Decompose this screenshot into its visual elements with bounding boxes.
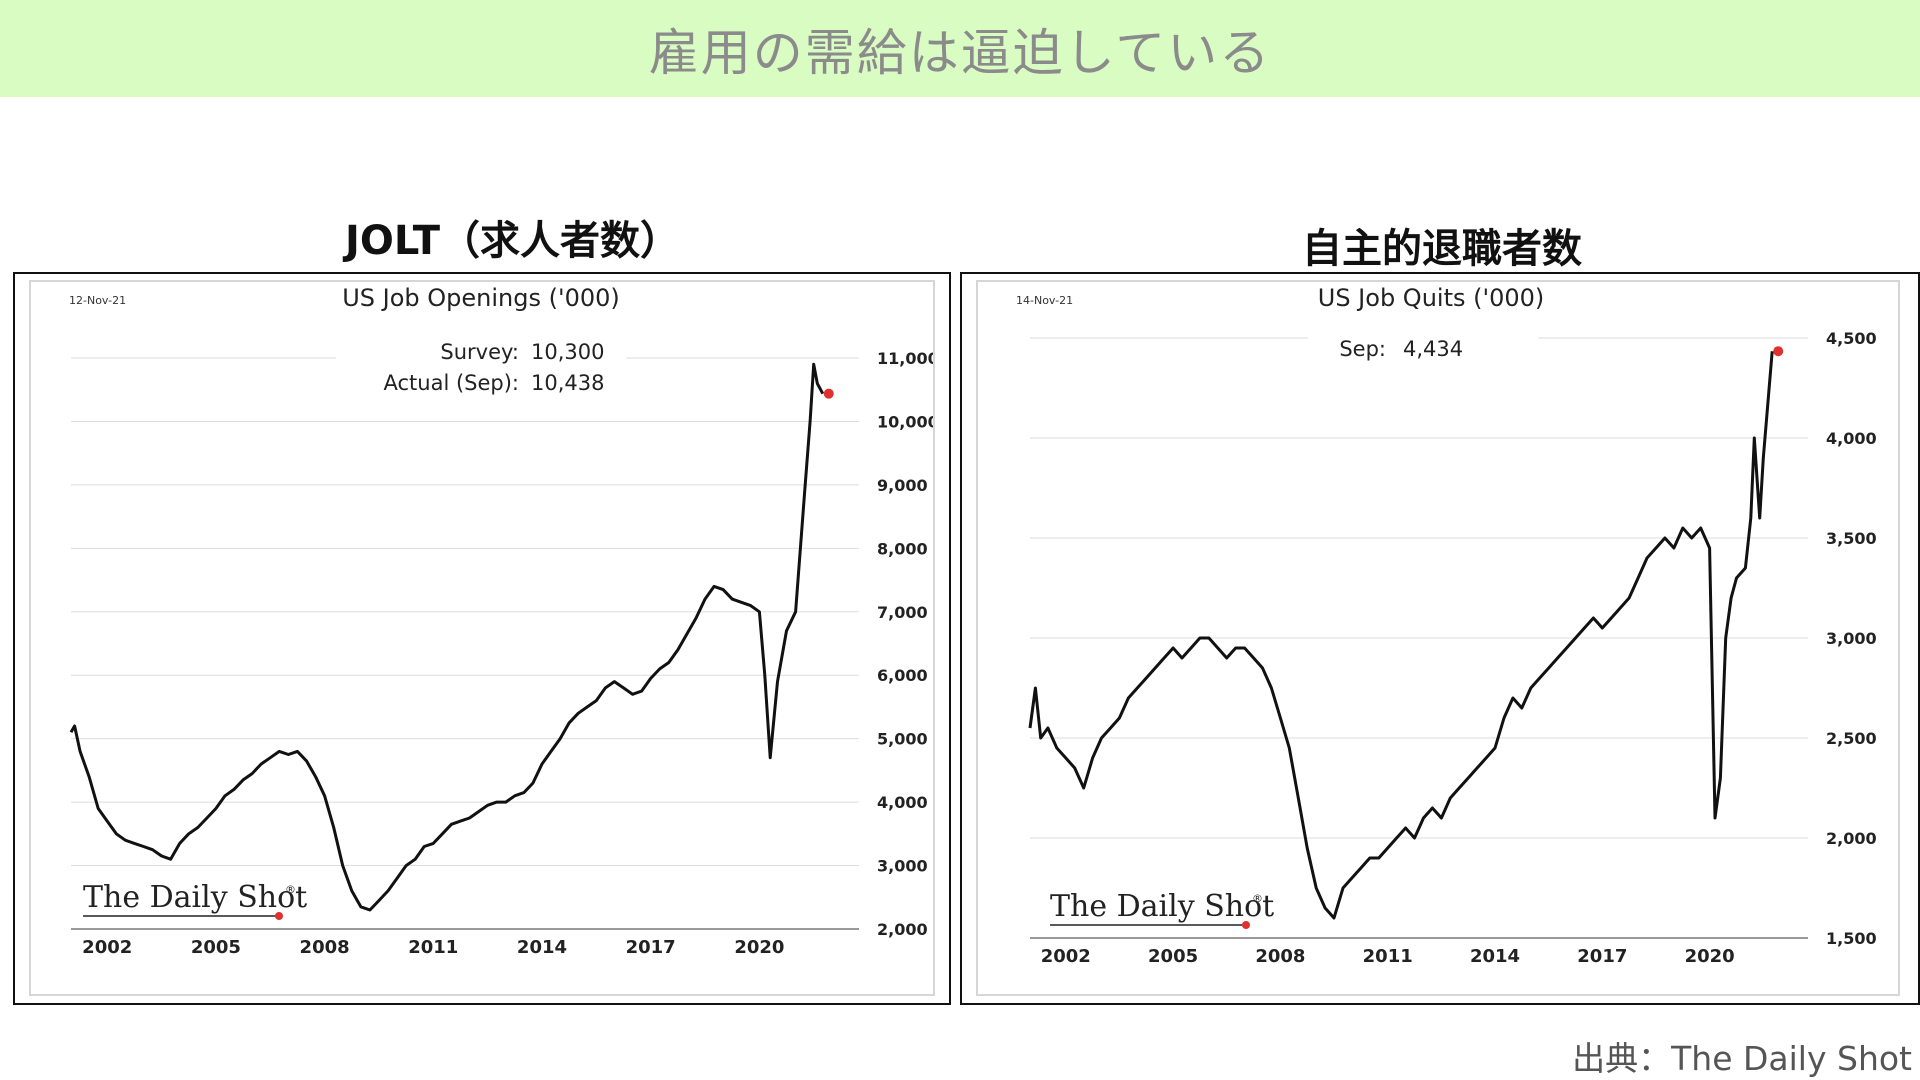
y-tick-label: 2,000 [877,920,928,939]
x-tick-label: 2002 [1041,946,1091,967]
x-tick-label: 2014 [517,937,567,958]
chart-job-quits: 1,500 2,000 2,500 3,000 3,500 4,000 4,500 2002 2… [976,280,1900,996]
latest-point-marker [1773,346,1784,357]
actual-label: Actual (Sep): [383,371,519,395]
x-tick-label: 2008 [1255,946,1305,967]
series-line [69,362,825,912]
x-tick-label: 2002 [82,937,132,958]
y-tick-label: 8,000 [877,539,928,558]
latest-point-marker [823,388,834,399]
x-tick-label: 2014 [1470,946,1520,967]
title-banner: 雇用の需給は逼迫している [0,0,1920,97]
survey-value: 10,300 [531,340,604,364]
panel-title-job-openings: JOLT（求人者数） [345,218,681,264]
annotation-background [1308,324,1538,364]
actual-value: 10,438 [531,371,604,395]
x-tick-label: 2011 [408,937,458,958]
y-tick-label: 4,500 [1826,329,1877,348]
y-tick-label: 4,000 [1826,429,1877,448]
sep-label: Sep: [1339,337,1386,361]
x-tick-label: 2011 [1363,946,1413,967]
y-tick-label: 10,000 [877,412,933,431]
watermark-logo: The Daily Shot [1050,889,1274,924]
survey-label: Survey: [440,340,519,364]
chart-title: US Job Quits ('000) [1318,284,1545,312]
chart-frame-job-quits: 1,500 2,000 2,500 3,000 3,500 4,000 4,500 2002 2… [960,272,1920,1005]
y-tick-label: 9,000 [877,476,928,495]
watermark-logo: The Daily Shot [83,880,307,915]
watermark-registered-mark: ® [1252,892,1263,905]
y-tick-label: 2,000 [1826,829,1877,848]
y-tick-label: 2,500 [1826,729,1877,748]
source-note: 出典：The Daily Shot [1572,1039,1912,1078]
y-tick-label: 5,000 [877,730,928,749]
y-tick-label: 3,000 [877,857,928,876]
y-tick-label: 6,000 [877,666,928,685]
panel-title-job-quits: 自主的退職者数 [1302,226,1582,272]
x-tick-label: 2020 [1685,946,1735,967]
watermark-dot [1242,921,1250,929]
chart-svg-job-quits: 1,500 2,000 2,500 3,000 3,500 4,000 4,500 2002 2… [1016,284,1877,967]
x-tick-label: 2008 [300,937,350,958]
annotation-background [336,337,626,407]
watermark-dot [275,912,283,920]
date-label: 14-Nov-21 [1016,294,1073,307]
y-tick-label: 7,000 [877,603,928,622]
x-tick-label: 2005 [1148,946,1198,967]
series-line [1028,351,1774,920]
date-label: 12-Nov-21 [69,294,126,307]
page-title: 雇用の需給は逼迫している [648,23,1272,82]
x-tick-label: 2005 [191,937,241,958]
y-tick-label: 3,000 [1826,629,1877,648]
y-tick-label: 4,000 [877,793,928,812]
watermark-registered-mark: ® [285,883,296,896]
x-tick-label: 2020 [734,937,784,958]
y-tick-label: 3,500 [1826,529,1877,548]
y-tick-label: 11,000 [877,349,933,368]
x-tick-label: 2017 [626,937,676,958]
y-tick-label: 1,500 [1826,929,1877,948]
chart-frame-job-openings: 2,000 3,000 4,000 5,000 6,000 7,000 8,000 9,000… [13,272,951,1005]
chart-job-openings: 2,000 3,000 4,000 5,000 6,000 7,000 8,000 9,000… [29,280,935,996]
x-tick-label: 2017 [1577,946,1627,967]
chart-title: US Job Openings ('000) [342,284,620,312]
sep-value: 4,434 [1403,337,1463,361]
chart-svg-job-openings: 2,000 3,000 4,000 5,000 6,000 7,000 8,000 9,000… [69,284,933,958]
